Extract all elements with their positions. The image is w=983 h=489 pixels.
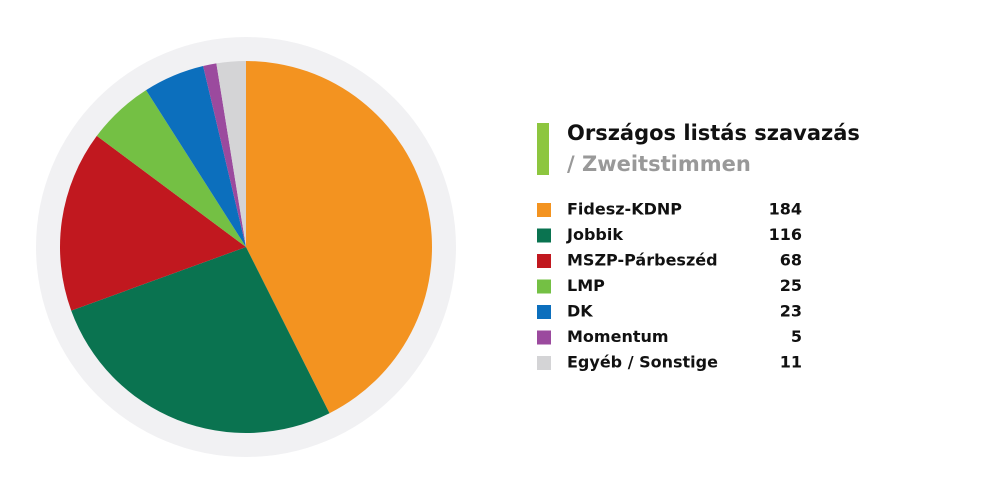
legend-label: LMP: [567, 276, 605, 295]
legend-label: Egyéb / Sonstige: [567, 353, 718, 372]
legend-swatch: [537, 279, 551, 294]
legend-value: 68: [780, 251, 802, 270]
legend-label: DK: [567, 302, 593, 321]
title-accent: [537, 123, 549, 175]
pie-slice: [246, 61, 433, 414]
pie-slice: [216, 61, 246, 247]
legend-value: 184: [769, 200, 802, 219]
legend-swatch: [537, 356, 551, 370]
pie-slice: [71, 247, 330, 433]
legend-label: MSZP-Párbeszéd: [567, 251, 718, 270]
legend-value: 23: [780, 302, 802, 321]
legend-label: Fidesz-KDNP: [567, 200, 682, 219]
legend-label: Momentum: [567, 327, 669, 346]
legend-swatch: [537, 254, 551, 268]
chart-title: Országos listás szavazás: [567, 121, 860, 145]
chart-subtitle: / Zweitstimmen: [567, 152, 751, 176]
legend-value: 11: [780, 353, 802, 372]
legend-value: 5: [791, 327, 802, 346]
legend-swatch: [537, 203, 551, 217]
legend-label: Jobbik: [566, 225, 623, 244]
legend-swatch: [537, 305, 551, 319]
pie-slice: [59, 135, 246, 311]
pie-slice: [203, 63, 246, 248]
pie-slice: [96, 90, 246, 248]
legend-value: 116: [769, 225, 802, 244]
legend-swatch: [537, 228, 551, 243]
legend-swatch: [537, 330, 551, 345]
pie-slice: [146, 66, 246, 247]
legend-value: 25: [780, 276, 802, 295]
